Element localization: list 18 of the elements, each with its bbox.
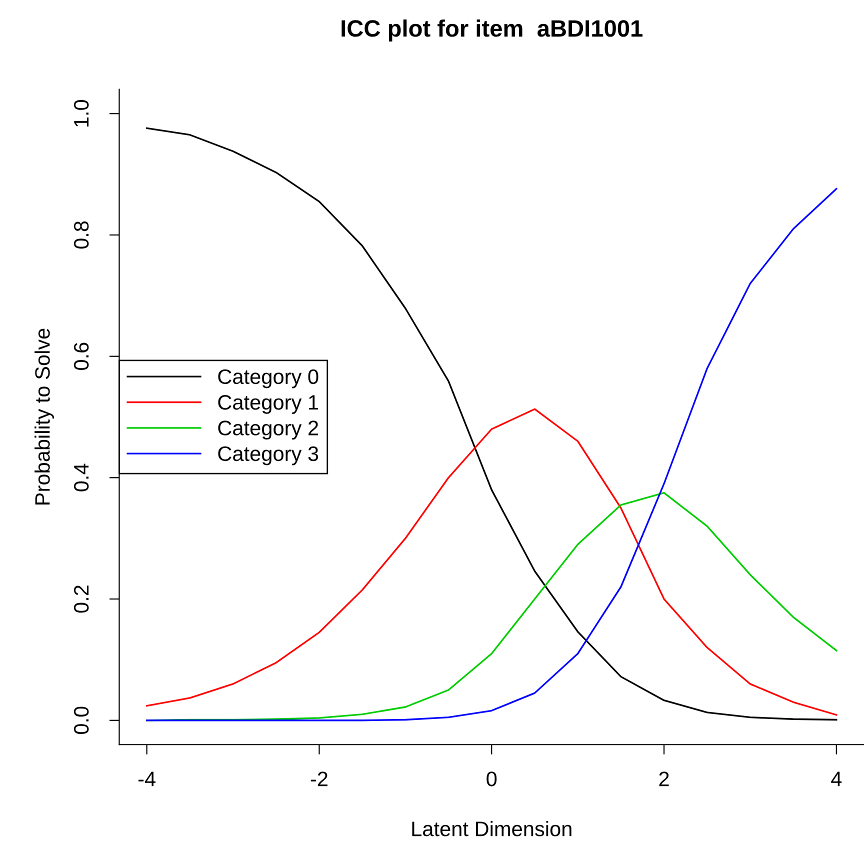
y-tick-label: 0.6	[74, 342, 89, 370]
x-axis-title: Latent Dimension	[412, 820, 572, 836]
y-axis-title: Probability to Solve	[34, 328, 54, 504]
y-tick-label: 0.2	[74, 586, 89, 613]
x-tick-label: 2	[659, 772, 669, 786]
y-tick-label: 0.4	[74, 464, 89, 492]
legend-label: Category 0	[218, 369, 318, 388]
chart-title: ICC plot for item aBDI1001	[342, 19, 642, 42]
x-tick-label: 4	[831, 772, 842, 786]
legend-label: Category 3	[218, 446, 318, 466]
y-tick-label: 1.0	[74, 100, 89, 127]
legend-label: Category 2	[218, 420, 318, 440]
x-tick-label: 0	[486, 772, 497, 786]
x-tick-label: -4	[138, 772, 156, 786]
y-tick-label: 0.8	[74, 221, 89, 249]
y-tick-label: 0.0	[74, 706, 89, 734]
legend-label: Category 1	[218, 394, 318, 414]
x-tick-label: -2	[310, 772, 328, 786]
